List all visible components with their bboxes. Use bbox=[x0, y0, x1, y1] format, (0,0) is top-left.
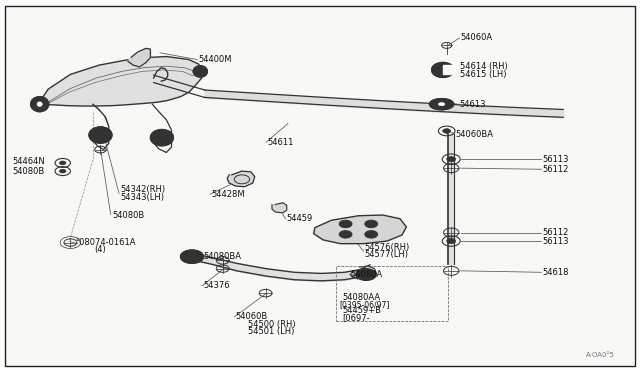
Text: 54501 (LH): 54501 (LH) bbox=[248, 327, 294, 336]
Polygon shape bbox=[443, 65, 458, 74]
Circle shape bbox=[342, 232, 349, 236]
Text: 56113: 56113 bbox=[543, 237, 569, 246]
Text: 54080A: 54080A bbox=[351, 270, 383, 279]
Ellipse shape bbox=[437, 66, 449, 74]
Text: 56112: 56112 bbox=[543, 228, 569, 237]
Text: °08074-0161A: °08074-0161A bbox=[76, 238, 136, 247]
Text: 54060B: 54060B bbox=[236, 312, 268, 321]
Circle shape bbox=[443, 129, 451, 133]
Ellipse shape bbox=[186, 253, 198, 260]
Ellipse shape bbox=[37, 102, 42, 106]
Circle shape bbox=[342, 222, 349, 226]
Text: A·OA0²5: A·OA0²5 bbox=[586, 352, 614, 358]
Ellipse shape bbox=[435, 101, 449, 108]
Ellipse shape bbox=[89, 127, 112, 143]
Circle shape bbox=[60, 161, 66, 165]
Ellipse shape bbox=[31, 97, 49, 112]
Text: 56113: 56113 bbox=[543, 155, 569, 164]
Text: 54080B: 54080B bbox=[112, 211, 144, 220]
Text: 56112: 56112 bbox=[543, 165, 569, 174]
Circle shape bbox=[60, 169, 66, 173]
Text: 54342(RH): 54342(RH) bbox=[120, 185, 166, 194]
Text: 54577(LH): 54577(LH) bbox=[365, 250, 409, 259]
Text: [0697-: [0697- bbox=[342, 313, 370, 322]
Text: 54618: 54618 bbox=[543, 268, 569, 277]
Text: [0395-06/97]: [0395-06/97] bbox=[339, 300, 390, 309]
Text: 54576(RH): 54576(RH) bbox=[365, 243, 410, 252]
Ellipse shape bbox=[193, 66, 207, 77]
Text: 54611: 54611 bbox=[268, 138, 294, 147]
Circle shape bbox=[368, 232, 374, 236]
Ellipse shape bbox=[196, 68, 204, 75]
Circle shape bbox=[339, 231, 352, 238]
Text: 54615 (LH): 54615 (LH) bbox=[460, 70, 506, 79]
Text: 54343(LH): 54343(LH) bbox=[120, 193, 164, 202]
Text: 54613: 54613 bbox=[460, 100, 486, 109]
Text: (4): (4) bbox=[95, 246, 106, 254]
Text: 54464N: 54464N bbox=[13, 157, 45, 166]
Text: 54080B: 54080B bbox=[13, 167, 45, 176]
Text: 54459+B: 54459+B bbox=[342, 307, 381, 315]
Text: 54060A: 54060A bbox=[461, 33, 493, 42]
Ellipse shape bbox=[432, 62, 454, 77]
Polygon shape bbox=[314, 215, 406, 244]
Circle shape bbox=[356, 269, 376, 280]
Polygon shape bbox=[227, 171, 255, 187]
Ellipse shape bbox=[438, 103, 445, 106]
Text: 54060BA: 54060BA bbox=[456, 130, 493, 139]
Text: 54500 (RH): 54500 (RH) bbox=[248, 320, 296, 329]
Ellipse shape bbox=[94, 131, 107, 140]
Text: 54428M: 54428M bbox=[211, 190, 245, 199]
Text: 54080AA: 54080AA bbox=[342, 293, 381, 302]
Ellipse shape bbox=[429, 99, 454, 110]
Circle shape bbox=[368, 222, 374, 226]
Circle shape bbox=[365, 220, 378, 228]
Text: 54400M: 54400M bbox=[198, 55, 232, 64]
Text: 54614 (RH): 54614 (RH) bbox=[460, 62, 508, 71]
Circle shape bbox=[447, 157, 456, 162]
Circle shape bbox=[361, 272, 371, 278]
Circle shape bbox=[447, 238, 456, 244]
Circle shape bbox=[339, 220, 352, 228]
Text: 54376: 54376 bbox=[204, 281, 230, 290]
Polygon shape bbox=[272, 203, 287, 213]
Polygon shape bbox=[38, 57, 204, 106]
Ellipse shape bbox=[150, 129, 173, 146]
Circle shape bbox=[365, 231, 378, 238]
Polygon shape bbox=[128, 48, 150, 67]
Text: 54080BA: 54080BA bbox=[204, 252, 241, 261]
Ellipse shape bbox=[35, 100, 45, 109]
Text: 54459: 54459 bbox=[287, 214, 313, 223]
Ellipse shape bbox=[180, 250, 204, 263]
Ellipse shape bbox=[156, 133, 168, 142]
